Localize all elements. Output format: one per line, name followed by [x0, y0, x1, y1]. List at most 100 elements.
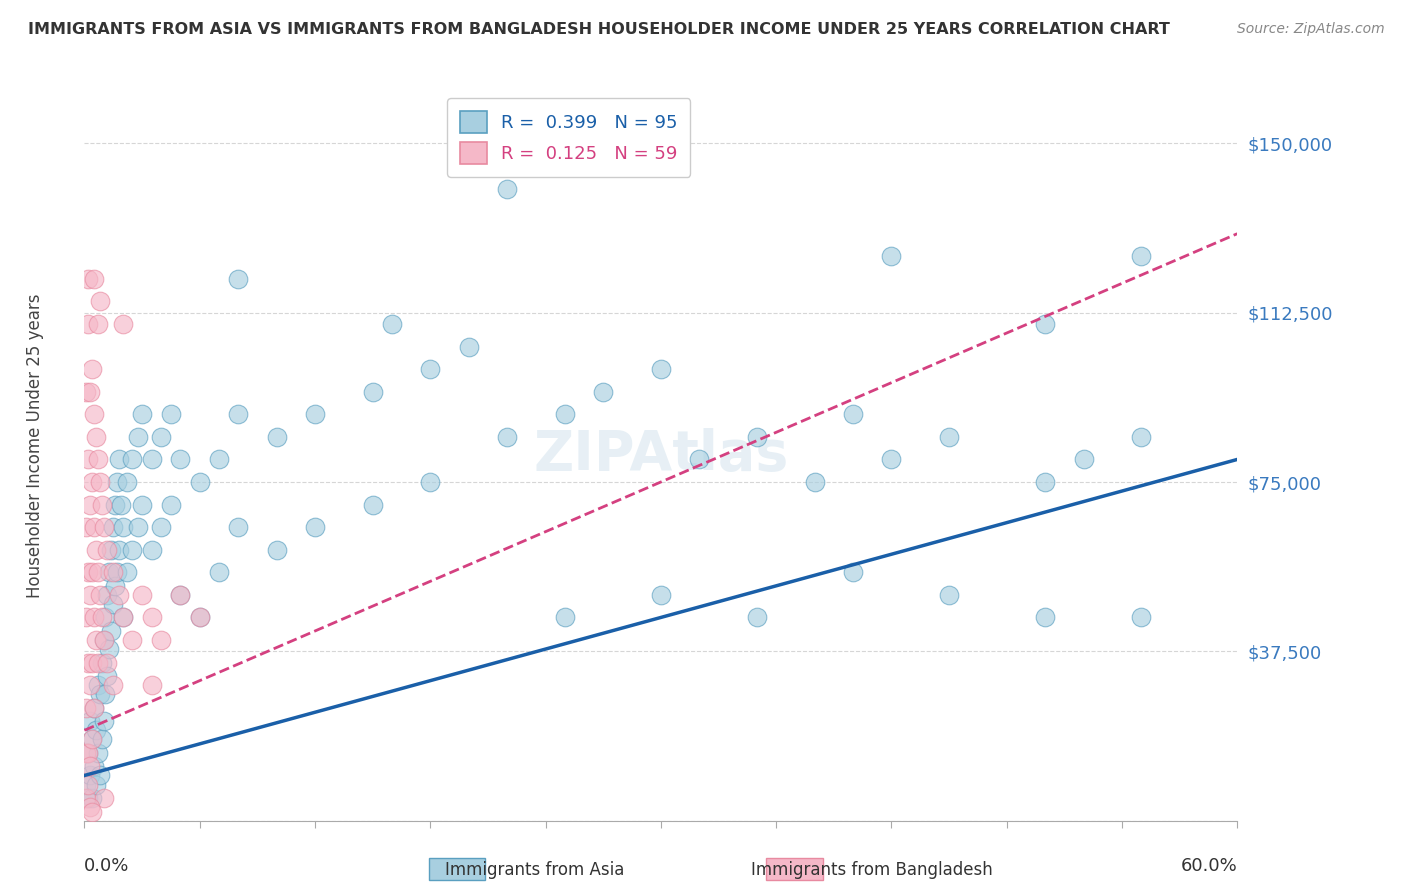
Point	[160, 407, 183, 421]
Point	[419, 475, 441, 489]
Point	[938, 588, 960, 602]
Point	[141, 610, 163, 624]
Text: Immigrants from Asia: Immigrants from Asia	[444, 861, 624, 879]
Point	[554, 407, 576, 421]
Point	[131, 588, 153, 602]
Point	[457, 340, 479, 354]
Point	[842, 566, 865, 580]
Text: IMMIGRANTS FROM ASIA VS IMMIGRANTS FROM BANGLADESH HOUSEHOLDER INCOME UNDER 25 Y: IMMIGRANTS FROM ASIA VS IMMIGRANTS FROM …	[28, 22, 1170, 37]
Point	[83, 700, 105, 714]
Point	[96, 542, 118, 557]
Legend: R =  0.399   N = 95, R =  0.125   N = 59: R = 0.399 N = 95, R = 0.125 N = 59	[447, 98, 690, 177]
Point	[79, 759, 101, 773]
Point	[75, 384, 97, 399]
Point	[103, 597, 124, 611]
Text: 60.0%: 60.0%	[1181, 857, 1237, 875]
Point	[98, 566, 121, 580]
Point	[77, 656, 100, 670]
Point	[87, 656, 110, 670]
Point	[141, 678, 163, 692]
Point	[208, 566, 231, 580]
Point	[127, 430, 149, 444]
Point	[266, 430, 288, 444]
Point	[80, 475, 103, 489]
Point	[80, 732, 103, 747]
Point	[96, 588, 118, 602]
Point	[111, 317, 134, 331]
Text: ZIPAtlas: ZIPAtlas	[533, 428, 789, 482]
Point	[84, 430, 107, 444]
Text: Householder Income Under 25 years: Householder Income Under 25 years	[27, 293, 44, 599]
Point	[77, 452, 100, 467]
Point	[361, 498, 384, 512]
Point	[83, 272, 105, 286]
Point	[93, 791, 115, 805]
Point	[169, 588, 191, 602]
Point	[75, 791, 97, 805]
Point	[75, 700, 97, 714]
Point	[77, 746, 100, 760]
Point	[103, 566, 124, 580]
Point	[745, 610, 768, 624]
Point	[84, 723, 107, 738]
Point	[84, 778, 107, 792]
Point	[745, 430, 768, 444]
Point	[160, 498, 183, 512]
Point	[150, 633, 173, 648]
Point	[803, 475, 825, 489]
Point	[75, 520, 97, 534]
Point	[79, 588, 101, 602]
Point	[115, 566, 138, 580]
Point	[226, 272, 249, 286]
Point	[150, 430, 173, 444]
Point	[93, 633, 115, 648]
Point	[83, 700, 105, 714]
Point	[108, 588, 131, 602]
Point	[554, 610, 576, 624]
Point	[115, 475, 138, 489]
Point	[188, 475, 211, 489]
Point	[77, 317, 100, 331]
Point	[938, 430, 960, 444]
Point	[89, 768, 111, 782]
Point	[80, 566, 103, 580]
Point	[127, 520, 149, 534]
Point	[131, 498, 153, 512]
Point	[880, 249, 903, 263]
Point	[84, 633, 107, 648]
Point	[79, 800, 101, 814]
Point	[105, 475, 128, 489]
Point	[90, 610, 112, 624]
Point	[226, 520, 249, 534]
Point	[103, 678, 124, 692]
Point	[77, 791, 100, 805]
Text: Immigrants from Bangladesh: Immigrants from Bangladesh	[751, 861, 993, 879]
Point	[496, 430, 519, 444]
Point	[89, 294, 111, 309]
Point	[93, 520, 115, 534]
Point	[83, 407, 105, 421]
Point	[90, 732, 112, 747]
Point	[688, 452, 710, 467]
Point	[111, 520, 134, 534]
Point	[93, 714, 115, 729]
Point	[75, 778, 97, 792]
Point	[304, 520, 326, 534]
Point	[105, 566, 128, 580]
Point	[98, 642, 121, 657]
Point	[842, 407, 865, 421]
Point	[75, 746, 97, 760]
Point	[650, 588, 672, 602]
Point	[111, 610, 134, 624]
Point	[111, 610, 134, 624]
Point	[169, 452, 191, 467]
Point	[880, 452, 903, 467]
Point	[103, 520, 124, 534]
Point	[89, 475, 111, 489]
Point	[650, 362, 672, 376]
Point	[1033, 610, 1056, 624]
Point	[96, 656, 118, 670]
Point	[361, 384, 384, 399]
Point	[77, 746, 100, 760]
Point	[83, 759, 105, 773]
